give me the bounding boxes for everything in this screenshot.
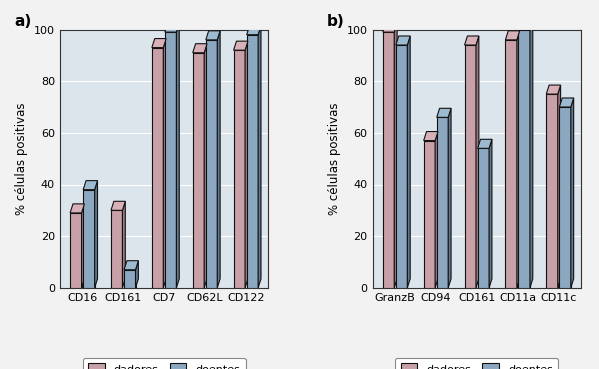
Polygon shape bbox=[247, 35, 258, 288]
Polygon shape bbox=[383, 32, 394, 288]
Polygon shape bbox=[124, 270, 135, 288]
Polygon shape bbox=[234, 41, 248, 50]
Polygon shape bbox=[465, 36, 479, 45]
Text: a): a) bbox=[14, 14, 31, 29]
Polygon shape bbox=[394, 23, 397, 288]
Polygon shape bbox=[477, 148, 489, 288]
Polygon shape bbox=[204, 44, 207, 288]
Polygon shape bbox=[135, 261, 138, 288]
Polygon shape bbox=[383, 23, 397, 32]
Polygon shape bbox=[165, 32, 176, 288]
Polygon shape bbox=[122, 201, 125, 288]
Polygon shape bbox=[506, 40, 517, 288]
Polygon shape bbox=[176, 23, 179, 288]
Polygon shape bbox=[559, 107, 571, 288]
Polygon shape bbox=[83, 190, 95, 288]
Polygon shape bbox=[546, 85, 561, 94]
Polygon shape bbox=[206, 40, 217, 288]
Polygon shape bbox=[559, 98, 574, 107]
Polygon shape bbox=[437, 117, 448, 288]
Polygon shape bbox=[124, 261, 138, 270]
Polygon shape bbox=[571, 98, 574, 288]
Polygon shape bbox=[465, 45, 476, 288]
Polygon shape bbox=[546, 94, 558, 288]
Polygon shape bbox=[423, 141, 435, 288]
Y-axis label: % células positivas: % células positivas bbox=[328, 103, 341, 215]
Polygon shape bbox=[558, 85, 561, 288]
Polygon shape bbox=[519, 30, 530, 288]
Polygon shape bbox=[70, 213, 81, 288]
Polygon shape bbox=[247, 25, 261, 35]
Polygon shape bbox=[83, 180, 98, 190]
Polygon shape bbox=[111, 210, 122, 288]
Polygon shape bbox=[152, 38, 166, 48]
Polygon shape bbox=[206, 31, 220, 40]
Polygon shape bbox=[193, 44, 207, 53]
Polygon shape bbox=[407, 36, 410, 288]
Polygon shape bbox=[81, 204, 84, 288]
Polygon shape bbox=[437, 108, 451, 117]
Polygon shape bbox=[477, 139, 492, 148]
Polygon shape bbox=[165, 23, 179, 32]
Polygon shape bbox=[530, 20, 533, 288]
Polygon shape bbox=[435, 131, 438, 288]
Polygon shape bbox=[476, 36, 479, 288]
Polygon shape bbox=[164, 38, 166, 288]
Polygon shape bbox=[258, 25, 261, 288]
Polygon shape bbox=[506, 31, 520, 40]
Polygon shape bbox=[519, 20, 533, 30]
Polygon shape bbox=[517, 31, 520, 288]
Polygon shape bbox=[396, 36, 410, 45]
Legend: dadores, doentes: dadores, doentes bbox=[395, 358, 558, 369]
Polygon shape bbox=[448, 108, 451, 288]
Polygon shape bbox=[245, 41, 248, 288]
Polygon shape bbox=[95, 180, 98, 288]
Polygon shape bbox=[111, 201, 125, 210]
Polygon shape bbox=[193, 53, 204, 288]
Polygon shape bbox=[152, 48, 164, 288]
Polygon shape bbox=[234, 50, 245, 288]
Y-axis label: % células positivas: % células positivas bbox=[16, 103, 29, 215]
Polygon shape bbox=[217, 31, 220, 288]
Polygon shape bbox=[423, 131, 438, 141]
Polygon shape bbox=[489, 139, 492, 288]
Polygon shape bbox=[70, 204, 84, 213]
Text: b): b) bbox=[326, 14, 344, 29]
Polygon shape bbox=[396, 45, 407, 288]
Legend: dadores, doentes: dadores, doentes bbox=[83, 358, 246, 369]
